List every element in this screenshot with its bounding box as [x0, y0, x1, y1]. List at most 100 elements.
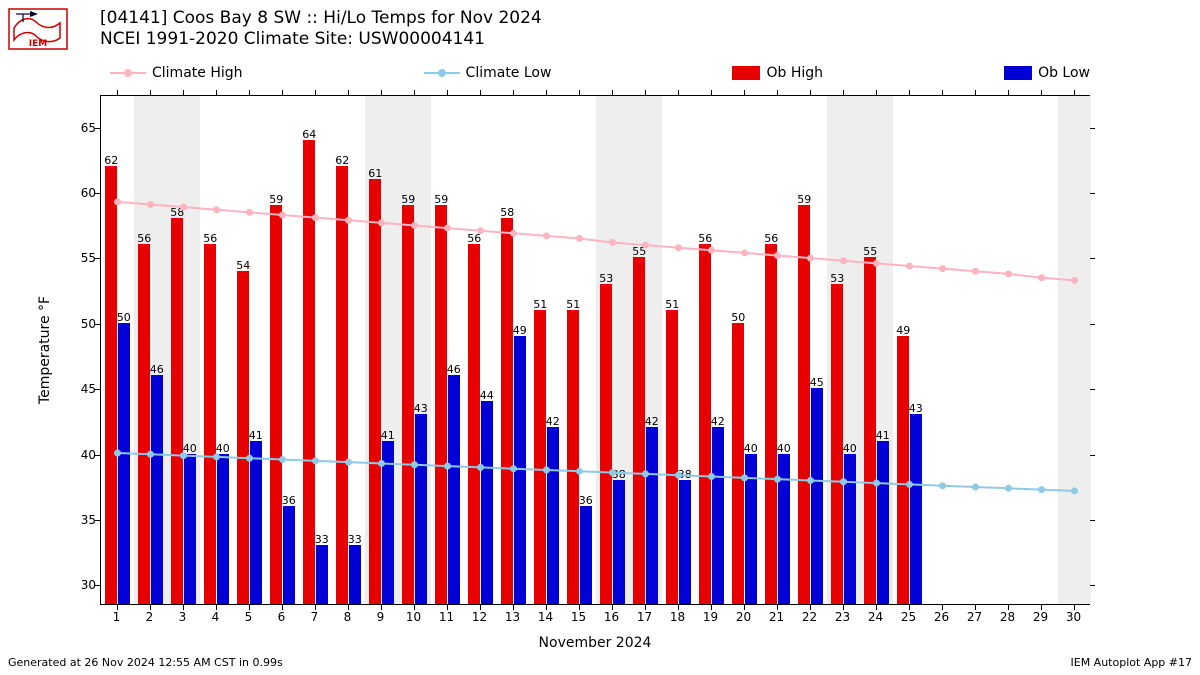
x-tick: [1008, 605, 1009, 610]
ob-high-bar: [468, 244, 481, 604]
ob-high-value: 56: [764, 232, 778, 245]
x-tick: [315, 605, 316, 610]
ob-low-bar: [250, 441, 263, 604]
x-tick: [381, 605, 382, 610]
x-tick: [909, 90, 910, 95]
x-tick: [843, 90, 844, 95]
ob-high-value: 59: [434, 193, 448, 206]
x-tick-label: 19: [703, 610, 718, 624]
y-tick-label: 35: [56, 513, 96, 527]
x-tick: [150, 605, 151, 610]
ob-high-bar: [303, 140, 316, 604]
y-tick-label: 60: [56, 186, 96, 200]
x-tick: [282, 90, 283, 95]
x-tick: [513, 90, 514, 95]
x-tick-label: 27: [967, 610, 982, 624]
x-tick-label: 8: [344, 610, 352, 624]
ob-low-bar: [745, 454, 758, 604]
y-tick-label: 50: [56, 317, 96, 331]
ob-high-bar: [138, 244, 151, 604]
ob-low-value: 38: [678, 468, 692, 481]
y-tick: [95, 389, 100, 390]
x-tick: [414, 90, 415, 95]
ob-high-value: 49: [896, 324, 910, 337]
x-tick-label: 25: [901, 610, 916, 624]
climate-low-line-marker: [939, 482, 946, 489]
legend-ob-low: Ob Low: [1004, 65, 1090, 81]
x-tick-label: 1: [113, 610, 121, 624]
ob-high-value: 56: [467, 232, 481, 245]
x-tick: [348, 90, 349, 95]
ob-high-bar: [798, 205, 811, 604]
ob-high-bar: [369, 179, 382, 604]
x-tick: [975, 605, 976, 610]
ob-high-bar: [600, 284, 613, 604]
title-line-1: [04141] Coos Bay 8 SW :: Hi/Lo Temps for…: [100, 8, 542, 29]
x-tick: [942, 605, 943, 610]
x-tick: [1074, 605, 1075, 610]
legend-climate-high-label: Climate High: [152, 65, 243, 81]
x-tick: [1008, 90, 1009, 95]
footer-generated: Generated at 26 Nov 2024 12:55 AM CST in…: [8, 656, 283, 669]
ob-low-bar: [151, 375, 164, 604]
ob-high-bar: [435, 205, 448, 604]
ob-high-value: 59: [401, 193, 415, 206]
x-tick: [348, 605, 349, 610]
x-tick: [942, 90, 943, 95]
y-axis-label: Temperature °F: [35, 95, 55, 605]
ob-high-value: 55: [863, 245, 877, 258]
ob-low-value: 46: [150, 363, 164, 376]
x-tick-label: 11: [439, 610, 454, 624]
x-tick: [1041, 90, 1042, 95]
ob-low-bar: [448, 375, 461, 604]
ob-high-value: 53: [599, 272, 613, 285]
ob-high-value: 51: [533, 298, 547, 311]
ob-high-bar: [105, 166, 118, 604]
x-tick-label: 2: [146, 610, 154, 624]
ob-low-bar: [778, 454, 791, 604]
y-tick: [95, 324, 100, 325]
ob-low-bar: [844, 454, 857, 604]
x-tick: [117, 90, 118, 95]
ob-low-value: 41: [381, 429, 395, 442]
y-tick: [1090, 455, 1095, 456]
footer-app: IEM Autoplot App #17: [1071, 656, 1193, 669]
chart-plot-area: 6256585654596462615959565851515355515650…: [100, 95, 1090, 605]
legend: Climate High Climate Low Ob High Ob Low: [110, 60, 1090, 86]
legend-climate-high: Climate High: [110, 65, 243, 81]
ob-high-bar: [831, 284, 844, 604]
ob-low-value: 33: [315, 533, 329, 546]
iem-logo: IEM: [8, 8, 68, 50]
ob-low-bar: [712, 427, 725, 604]
ob-low-bar: [382, 441, 395, 604]
x-tick-label: 30: [1066, 610, 1081, 624]
x-tick-label: 13: [505, 610, 520, 624]
x-tick-label: 26: [934, 610, 949, 624]
climate-high-line-marker: [1038, 274, 1045, 281]
x-tick: [150, 90, 151, 95]
x-tick: [678, 605, 679, 610]
x-tick: [513, 605, 514, 610]
ob-high-value: 50: [731, 311, 745, 324]
ob-low-value: 40: [183, 442, 197, 455]
x-tick: [282, 605, 283, 610]
y-tick: [1090, 128, 1095, 129]
x-tick: [744, 90, 745, 95]
ob-low-value: 45: [810, 376, 824, 389]
x-tick: [1041, 605, 1042, 610]
ob-high-value: 54: [236, 259, 250, 272]
weekend-band: [1058, 96, 1091, 604]
x-tick: [216, 605, 217, 610]
ob-low-value: 40: [843, 442, 857, 455]
x-tick: [810, 605, 811, 610]
x-tick-label: 17: [637, 610, 652, 624]
ob-high-bar: [765, 244, 778, 604]
x-tick-label: 16: [604, 610, 619, 624]
ob-high-bar: [567, 310, 580, 604]
x-tick: [777, 605, 778, 610]
x-tick: [909, 605, 910, 610]
ob-low-bar: [910, 414, 923, 604]
legend-ob-high-label: Ob High: [766, 65, 823, 81]
climate-high-line-marker: [906, 263, 913, 270]
x-tick: [678, 90, 679, 95]
